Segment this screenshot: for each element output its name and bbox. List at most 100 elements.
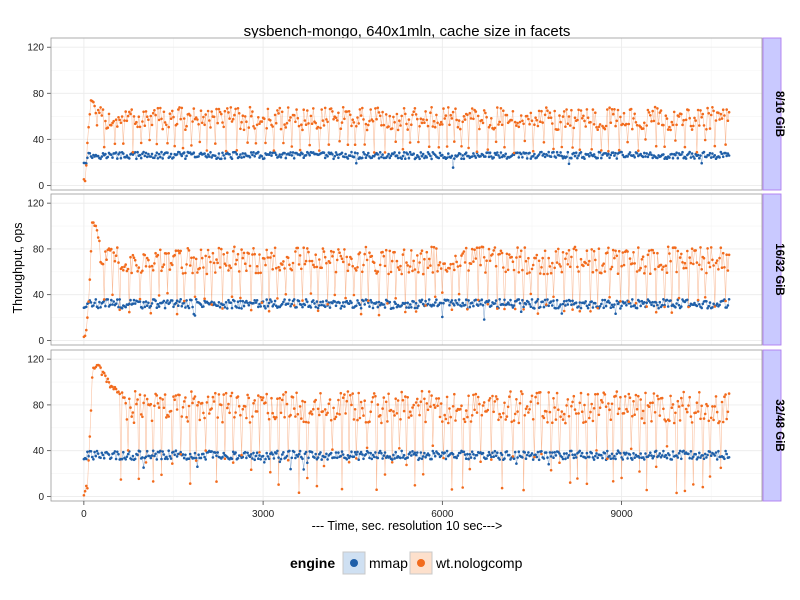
data-point-wt-nologcomp — [497, 123, 500, 126]
data-point-wt-nologcomp — [165, 252, 168, 255]
data-point-wt-nologcomp — [340, 487, 344, 491]
data-point-wt-nologcomp — [338, 413, 341, 416]
data-point-mmap — [490, 455, 493, 459]
data-point-wt-nologcomp — [172, 115, 175, 119]
data-point-mmap — [161, 450, 164, 453]
data-point-wt-nologcomp — [585, 249, 589, 252]
data-point-mmap — [303, 303, 307, 307]
data-point-wt-nologcomp — [555, 391, 559, 395]
data-point-wt-nologcomp — [684, 118, 688, 122]
data-point-mmap — [709, 156, 713, 159]
data-point-mmap — [102, 456, 106, 460]
data-point-wt-nologcomp — [617, 249, 621, 253]
data-point-mmap — [338, 301, 341, 305]
data-point-mmap — [570, 449, 573, 453]
data-point-wt-nologcomp — [220, 403, 223, 407]
data-point-wt-nologcomp — [197, 400, 200, 404]
data-point-wt-nologcomp — [627, 300, 631, 304]
data-point-wt-nologcomp — [594, 111, 597, 114]
data-point-mmap — [298, 153, 302, 157]
data-point-wt-nologcomp — [229, 106, 233, 109]
data-point-mmap — [89, 301, 93, 304]
data-point-wt-nologcomp — [258, 451, 261, 454]
data-point-wt-nologcomp — [542, 272, 546, 276]
data-point-mmap — [651, 300, 654, 304]
data-point-mmap — [503, 457, 506, 460]
data-point-mmap — [383, 306, 387, 309]
data-point-wt-nologcomp — [724, 143, 727, 146]
data-point-mmap — [224, 301, 228, 304]
data-point-mmap — [586, 306, 590, 310]
data-point-wt-nologcomp — [190, 390, 193, 393]
data-point-wt-nologcomp — [205, 272, 209, 276]
data-point-wt-nologcomp — [727, 392, 731, 395]
data-point-mmap — [695, 458, 699, 461]
data-point-mmap — [344, 152, 347, 156]
data-point-mmap — [90, 455, 94, 459]
data-point-wt-nologcomp — [112, 251, 115, 254]
data-point-mmap — [204, 458, 207, 461]
data-point-mmap — [665, 456, 669, 460]
data-point-mmap — [234, 150, 237, 154]
data-point-mmap — [144, 455, 148, 459]
data-point-mmap — [100, 451, 104, 455]
data-point-mmap — [382, 454, 386, 457]
data-point-mmap — [423, 451, 426, 455]
data-point-mmap — [444, 457, 448, 461]
data-point-wt-nologcomp — [303, 262, 307, 266]
data-point-wt-nologcomp — [626, 410, 629, 413]
data-point-wt-nologcomp — [494, 264, 498, 268]
data-point-wt-nologcomp — [310, 259, 314, 263]
y-tick-label: 40 — [33, 135, 45, 146]
data-point-wt-nologcomp — [131, 150, 135, 154]
data-point-wt-nologcomp — [220, 247, 223, 251]
data-point-mmap — [626, 155, 629, 158]
data-point-wt-nologcomp — [217, 107, 221, 111]
data-point-wt-nologcomp — [155, 142, 159, 146]
data-point-mmap — [266, 304, 270, 308]
legend-item-wt-nologcomp[interactable]: wt.nologcomp — [409, 551, 523, 575]
data-point-wt-nologcomp — [689, 124, 693, 128]
data-point-wt-nologcomp — [277, 483, 280, 486]
data-point-wt-nologcomp — [96, 236, 100, 239]
data-point-mmap — [708, 151, 712, 155]
data-point-wt-nologcomp — [719, 112, 723, 116]
data-point-wt-nologcomp — [181, 146, 185, 150]
data-point-mmap — [240, 307, 243, 310]
data-point-wt-nologcomp — [253, 252, 256, 256]
data-point-wt-nologcomp — [86, 141, 89, 145]
data-point-mmap — [674, 306, 677, 309]
data-point-mmap — [632, 154, 635, 157]
data-point-wt-nologcomp — [677, 405, 681, 408]
data-point-mmap — [713, 454, 717, 457]
data-point-wt-nologcomp — [254, 142, 258, 145]
data-point-mmap — [635, 152, 639, 155]
data-point-mmap — [420, 154, 424, 158]
data-point-mmap — [517, 298, 521, 301]
data-point-wt-nologcomp — [713, 405, 717, 408]
data-point-mmap — [647, 153, 651, 156]
data-point-wt-nologcomp — [616, 108, 620, 112]
data-point-wt-nologcomp — [464, 246, 468, 250]
data-point-mmap — [539, 305, 542, 309]
data-point-wt-nologcomp — [659, 263, 663, 267]
data-point-mmap — [302, 468, 306, 471]
data-point-wt-nologcomp — [129, 406, 132, 409]
data-point-wt-nologcomp — [151, 269, 155, 272]
data-point-wt-nologcomp — [126, 267, 130, 271]
data-point-wt-nologcomp — [643, 121, 646, 125]
legend-item-mmap[interactable]: mmap — [342, 551, 408, 575]
data-point-wt-nologcomp — [627, 122, 631, 126]
data-point-mmap — [447, 152, 450, 155]
data-point-mmap — [86, 450, 89, 454]
data-point-mmap — [615, 299, 619, 303]
data-point-mmap — [393, 457, 396, 460]
data-point-wt-nologcomp — [359, 312, 363, 316]
data-point-wt-nologcomp — [182, 299, 186, 303]
data-point-wt-nologcomp — [139, 413, 143, 416]
data-point-wt-nologcomp — [620, 264, 623, 268]
data-point-wt-nologcomp — [309, 410, 313, 413]
data-point-mmap — [525, 157, 529, 160]
data-point-mmap — [139, 156, 143, 160]
